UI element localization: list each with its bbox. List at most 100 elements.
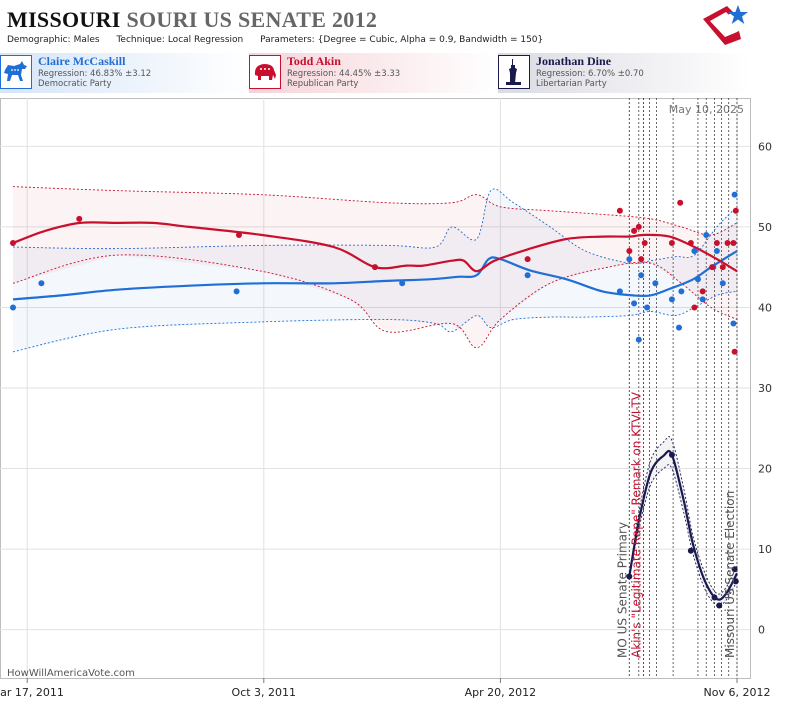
candidate-party: Republican Party [287,79,359,89]
band-upper-line [12,188,738,265]
candidate-regression: Regression: 44.45% ±3.33 [287,69,401,79]
poll-point [644,304,651,311]
poll-point [235,231,242,238]
parameters-value: {Degree = Cubic, Alpha = 0.9, Bandwidth … [317,35,544,45]
site-credit[interactable]: HowWillAmericaVote.com [7,668,135,679]
candidate-regression: Regression: 46.83% ±3.12 [38,69,152,79]
event-label: Missouri US Senate Election [723,491,737,658]
candidate-regression: Regression: 6.70% ±0.70 [536,69,644,79]
confidence-band [13,188,737,352]
candidate-card-akin[interactable]: Todd Akin Regression: 44.45% ±3.33 Repub… [249,53,497,93]
candidate-party: Libertarian Party [536,79,607,89]
poll-point [691,248,698,255]
poll-point [716,602,723,609]
candidate-name: Claire McCaskill [38,54,126,68]
confidence-band [629,436,737,606]
x-tick-label: Oct 3, 2011 [232,686,297,699]
poll-point [713,248,720,255]
band-upper-line [628,436,738,595]
site-logo-icon[interactable] [701,3,751,47]
candidate-bar: Claire McCaskill Regression: 46.83% ±3.1… [0,53,750,93]
chart-date-label: May 10, 2025 [669,103,744,116]
y-tick-label: 30 [758,382,772,395]
band-lower-line [12,290,738,353]
poll-point [687,240,694,246]
band-lower-line [628,464,738,607]
poll-point [676,324,683,331]
poll-point [677,199,684,206]
event-label: Akin's "Legitimate Rape" Remark on KTVI-… [630,391,644,658]
technique-value: Local Regression [167,35,244,45]
poll-point [372,264,378,271]
poll-point [631,300,638,307]
y-tick-label: 10 [758,543,772,556]
poll-point [719,264,726,271]
poll-point [10,240,17,246]
band-upper-line [12,186,738,236]
poll-point [616,207,623,214]
liberty-icon [498,55,530,89]
poll-point [668,451,675,458]
poll-point [524,272,531,279]
poll-point [638,256,645,263]
poll-point [638,272,645,279]
band-lower-line [12,254,738,349]
poll-point [641,240,648,246]
poll-point [724,240,731,246]
x-tick-label: Nov 6, 2012 [704,686,771,699]
y-tick-label: 60 [758,140,772,153]
poll-point [711,594,718,601]
technique-label: Technique: [116,35,165,45]
elephant-icon [249,55,281,89]
poll-point [668,240,675,246]
candidate-name: Jonathan Dine [536,54,612,68]
poll-point [709,264,716,271]
donkey-icon [0,55,32,89]
poll-point [10,304,17,311]
candidate-name: Todd Akin [287,54,341,68]
poll-point [678,288,685,295]
poll-point [626,573,633,580]
poll-point [616,288,623,295]
trend-line [628,449,738,601]
candidate-card-mccaskill[interactable]: Claire McCaskill Regression: 46.83% ±3.1… [0,53,248,93]
y-tick-label: 40 [758,301,772,314]
poll-point [699,288,706,295]
poll-point [732,578,739,585]
poll-point [524,256,531,263]
candidate-party: Democratic Party [38,79,112,89]
poll-point [668,296,675,303]
poll-point [76,215,83,222]
poll-point [719,280,726,287]
demographic-label: Demographic: [7,35,71,45]
poll-point [687,547,694,554]
regression-chart: 0 10 20 30 40 50 60 Mar 17, 2011 Oct 3, 2011 Apr … [0,98,772,699]
poll-point [631,227,638,234]
poll-point [713,240,720,246]
poll-point [652,280,659,287]
poll-point [399,280,406,287]
x-tick-label: Mar 17, 2011 [0,686,64,699]
trend-line [12,250,738,301]
title-rest: SOURI US SENATE 2012 [126,7,378,32]
poll-point [691,304,698,311]
poll-point [699,296,706,303]
poll-point [694,276,701,283]
poll-point [730,240,737,246]
poll-point [703,231,710,238]
header: MISSOURI SOURI US SENATE 2012 Demographi… [7,5,707,45]
candidate-card-dine[interactable]: Jonathan Dine Regression: 6.70% ±0.70 Li… [498,53,750,93]
demographic-value: Males [73,35,100,45]
poll-point [731,348,738,355]
poll-point [635,336,642,343]
subtitle: Demographic: Males Technique: Local Regres… [7,35,557,45]
page-title: MISSOURI SOURI US SENATE 2012 [7,7,377,33]
poll-point [233,288,240,295]
poll-point [731,191,738,198]
parameters-label: Parameters: [260,35,315,45]
event-label: MO US Senate Primary [615,522,629,658]
x-tick-label: Apr 20, 2012 [465,686,537,699]
y-tick-label: 0 [758,624,765,637]
poll-point [38,280,45,287]
title-state: MISSOURI [7,7,121,32]
